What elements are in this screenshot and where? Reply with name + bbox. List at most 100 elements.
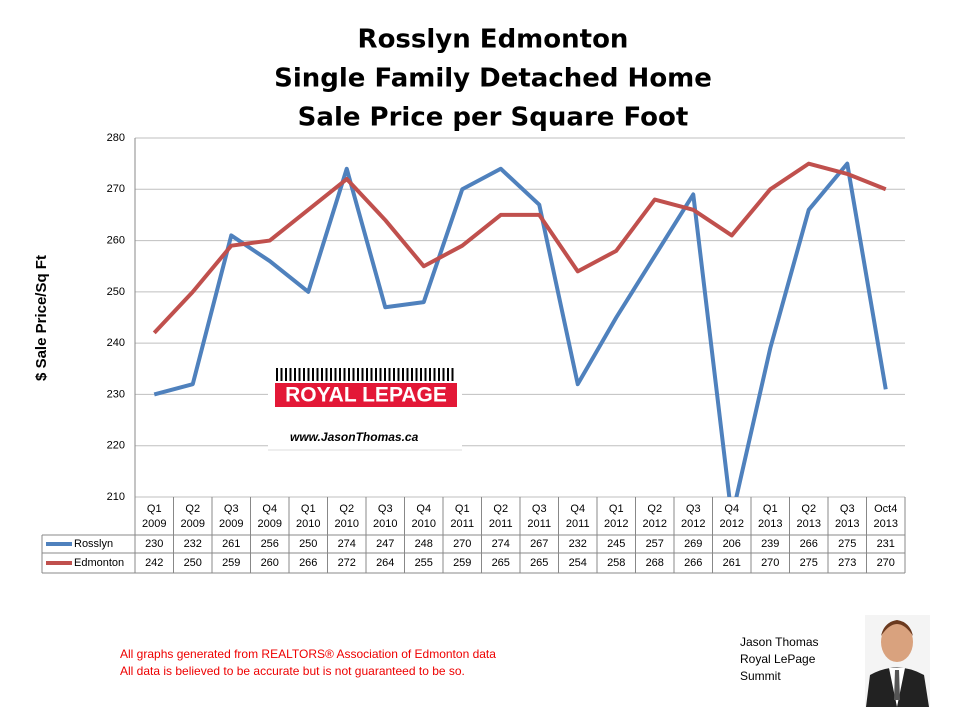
- agent-text: Jason Thomas: [740, 635, 819, 649]
- table-cell: 258: [607, 557, 625, 569]
- logo-stripe: [433, 368, 436, 381]
- logo-stripe: [276, 368, 278, 381]
- x-tick-label: 2011: [527, 518, 551, 530]
- x-tick-label: 2012: [720, 518, 744, 530]
- table-cell: 242: [145, 557, 163, 569]
- y-tick-label: 250: [107, 286, 125, 298]
- logo-stripe: [442, 368, 445, 381]
- logo: ROYAL LEPAGE www.JasonThomas.ca: [268, 362, 462, 451]
- table-cell: 275: [800, 557, 818, 569]
- x-tick-label: 2011: [566, 518, 590, 530]
- logo-stripe: [397, 368, 400, 381]
- logo-stripe: [339, 368, 341, 381]
- logo-stripe: [316, 368, 319, 381]
- x-tick-label: Q1: [609, 503, 624, 515]
- logo-stripe: [298, 368, 301, 381]
- x-tick-label: 2010: [373, 518, 397, 530]
- table-cell: 266: [800, 538, 818, 550]
- logo-stripe: [420, 368, 422, 381]
- x-tick-label: 2010: [296, 518, 320, 530]
- logo-stripe: [370, 368, 373, 381]
- logo-stripe: [402, 368, 404, 381]
- y-tick-label: 270: [107, 183, 125, 195]
- logo-stripe: [388, 368, 391, 381]
- x-tick-label: 2013: [835, 518, 859, 530]
- table-cell: 274: [338, 538, 356, 550]
- logo-stripe: [334, 368, 337, 381]
- x-tick-label: 2009: [258, 518, 282, 530]
- x-tick-label: Q1: [301, 503, 316, 515]
- logo-stripe: [303, 368, 305, 381]
- logo-stripe: [384, 368, 386, 381]
- x-tick-label: Q2: [493, 503, 508, 515]
- table-cell: 266: [299, 557, 317, 569]
- y-tick-label: 280: [107, 132, 125, 144]
- table-cell: 248: [415, 538, 433, 550]
- logo-stripe: [289, 368, 292, 381]
- x-tick-label: Oct4: [874, 503, 897, 515]
- logo-stripe: [321, 368, 323, 381]
- x-tick-label: 2009: [142, 518, 166, 530]
- x-tick-label: 2013: [758, 518, 782, 530]
- agent-photo: [865, 615, 930, 707]
- x-tick-label: 2012: [604, 518, 628, 530]
- x-tick-label: 2010: [335, 518, 359, 530]
- table-cell: 270: [453, 538, 471, 550]
- footer-note: All graphs generated from REALTORS® Asso…: [120, 647, 496, 661]
- x-tick-label: Q2: [185, 503, 200, 515]
- logo-stripe: [361, 368, 364, 381]
- agent-text: Summit: [740, 669, 781, 683]
- table-cell: 257: [646, 538, 664, 550]
- logo-stripe: [357, 368, 359, 381]
- x-tick-label: Q2: [339, 503, 354, 515]
- table-cell: 232: [184, 538, 202, 550]
- table-cell: 206: [723, 538, 741, 550]
- table-cell: 256: [261, 538, 279, 550]
- y-tick-label: 220: [107, 440, 125, 452]
- x-tick-label: 2010: [412, 518, 436, 530]
- series-line: [153, 161, 888, 497]
- y-tick-label: 230: [107, 388, 125, 400]
- x-tick-label: 2011: [450, 518, 474, 530]
- logo-stripe: [330, 368, 332, 381]
- x-tick-label: 2009: [181, 518, 205, 530]
- logo-stripe: [307, 368, 310, 381]
- x-tick-label: Q2: [647, 503, 662, 515]
- logo-stripe: [285, 368, 287, 381]
- x-tick-label: Q1: [763, 503, 778, 515]
- chart-title: Rosslyn Edmonton: [358, 25, 629, 55]
- table-cell: 270: [877, 557, 895, 569]
- x-tick-label: 2009: [219, 518, 243, 530]
- x-tick-label: Q4: [416, 503, 431, 515]
- table-cell: 260: [261, 557, 279, 569]
- logo-stripe: [325, 368, 328, 381]
- logo-stripe: [343, 368, 346, 381]
- table-cell: 266: [684, 557, 702, 569]
- logo-stripe: [348, 368, 350, 381]
- table-cell: 259: [222, 557, 240, 569]
- logo-url: www.JasonThomas.ca: [290, 430, 419, 444]
- x-tick-label: Q2: [801, 503, 816, 515]
- table-cell: 265: [492, 557, 510, 569]
- table-cell: 255: [415, 557, 433, 569]
- logo-stripe: [447, 368, 449, 381]
- table-cell: 230: [145, 538, 163, 550]
- logo-stripe: [312, 368, 314, 381]
- table-cell: 239: [761, 538, 779, 550]
- y-tick-label: 210: [107, 491, 125, 503]
- table-cell: 254: [569, 557, 587, 569]
- legend-label: Rosslyn: [74, 538, 113, 550]
- table-cell: 265: [530, 557, 548, 569]
- logo-stripe: [375, 368, 377, 381]
- table-cell: 245: [607, 538, 625, 550]
- table-cell: 261: [723, 557, 741, 569]
- legend-label: Edmonton: [74, 557, 124, 569]
- logo-stripe: [424, 368, 427, 381]
- table-cell: 247: [376, 538, 394, 550]
- logo-stripe: [379, 368, 382, 381]
- x-tick-label: Q3: [378, 503, 393, 515]
- table-cell: 273: [838, 557, 856, 569]
- table-cell: 274: [492, 538, 510, 550]
- x-tick-label: Q1: [455, 503, 470, 515]
